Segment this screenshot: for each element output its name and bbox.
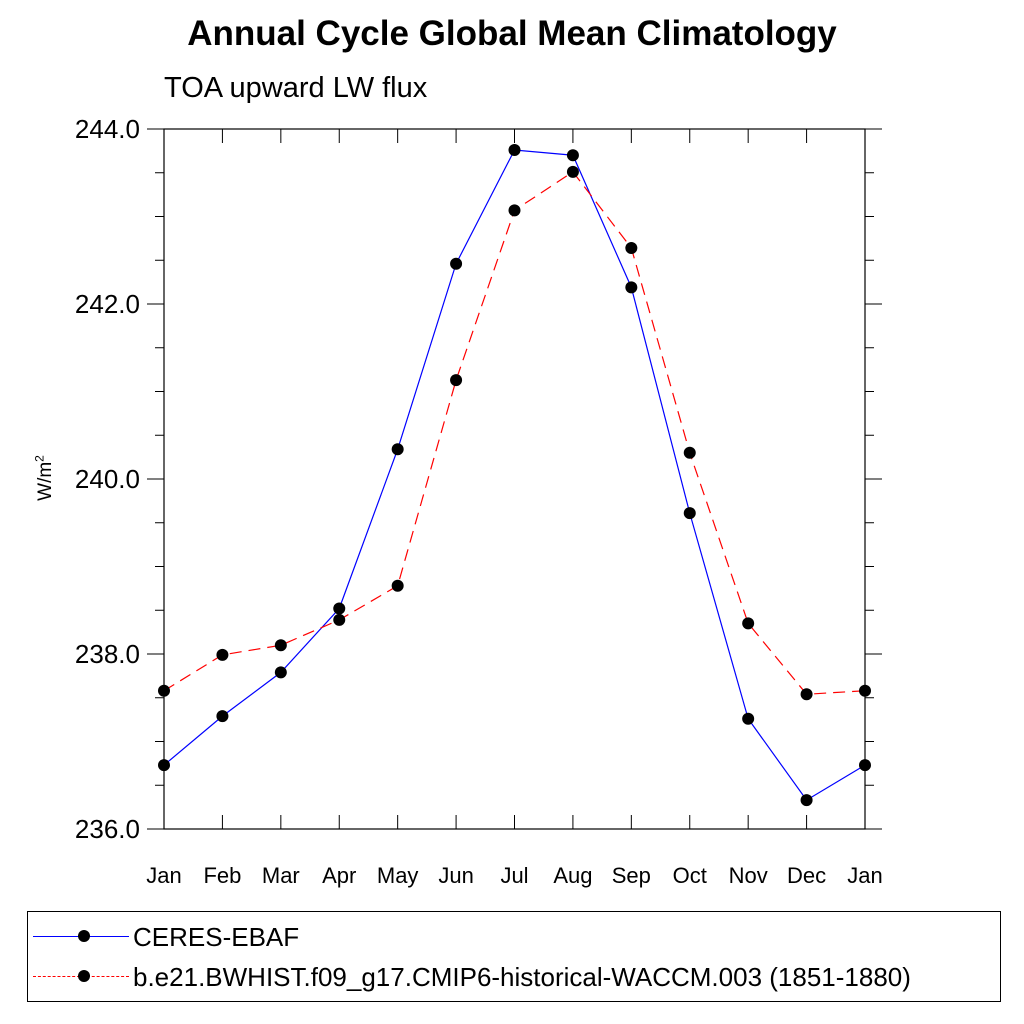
chart-title: Annual Cycle Global Mean Climatology — [187, 14, 837, 53]
legend-label-model: b.e21.BWHIST.f09_g17.CMIP6-historical-WA… — [133, 962, 911, 992]
y-tick-label: 240.0 — [75, 464, 140, 494]
data-point-0 — [508, 144, 521, 156]
legend-item-model: b.e21.BWHIST.f09_g17.CMIP6-historical-WA… — [28, 956, 998, 996]
data-point-0 — [742, 712, 755, 725]
data-point-1 — [450, 374, 463, 387]
data-point-1 — [216, 648, 229, 661]
legend-label-ceres: CERES-EBAF — [133, 922, 300, 952]
x-tick-label: Jan — [847, 863, 882, 888]
data-point-0 — [683, 507, 696, 520]
plot-frame — [163, 128, 866, 830]
y-tick-label: 242.0 — [75, 289, 140, 319]
x-tick-label: May — [377, 863, 419, 888]
data-point-0 — [158, 759, 170, 772]
x-tick-label: Feb — [203, 863, 241, 888]
data-point-0 — [800, 794, 813, 807]
data-point-1 — [683, 446, 696, 459]
x-tick-label: Jun — [438, 863, 473, 888]
data-point-0 — [274, 666, 287, 679]
x-tick-label: Dec — [787, 863, 826, 888]
x-tick-label: Nov — [729, 863, 768, 888]
x-tick-label: Aug — [553, 863, 592, 888]
data-point-1 — [742, 617, 755, 630]
series-line-1 — [163, 171, 866, 695]
legend-marker-ceres — [78, 930, 90, 942]
data-point-0 — [859, 759, 871, 772]
data-point-1 — [158, 684, 170, 697]
data-point-1 — [391, 579, 404, 592]
legend: CERES-EBAF b.e21.BWHIST.f09_g17.CMIP6-hi… — [27, 911, 1001, 1002]
data-point-1 — [800, 688, 813, 701]
data-point-1 — [859, 684, 871, 697]
data-point-0 — [566, 149, 579, 162]
series-line-0 — [163, 149, 866, 801]
chart-subtitle: TOA upward LW flux — [164, 72, 428, 104]
data-point-1 — [508, 204, 521, 217]
x-tick-label: Oct — [673, 863, 707, 888]
data-point-0 — [216, 710, 229, 723]
data-point-0 — [333, 602, 346, 615]
data-point-1 — [274, 639, 287, 652]
data-point-1 — [566, 165, 579, 178]
x-tick-label: Jan — [146, 863, 181, 888]
y-tick-label: 236.0 — [75, 814, 140, 844]
x-tick-label: Jul — [500, 863, 528, 888]
data-point-1 — [333, 613, 346, 626]
legend-item-ceres: CERES-EBAF — [28, 916, 998, 956]
data-point-0 — [450, 257, 463, 270]
data-point-0 — [625, 281, 638, 294]
x-tick-label: Mar — [262, 863, 300, 888]
legend-marker-model — [78, 970, 90, 982]
data-point-0 — [391, 443, 404, 456]
data-point-1 — [625, 242, 638, 254]
y-tick-label: 238.0 — [75, 639, 140, 669]
x-tick-label: Sep — [612, 863, 651, 888]
x-tick-label: Apr — [322, 863, 356, 888]
y-tick-label: 244.0 — [75, 114, 140, 144]
